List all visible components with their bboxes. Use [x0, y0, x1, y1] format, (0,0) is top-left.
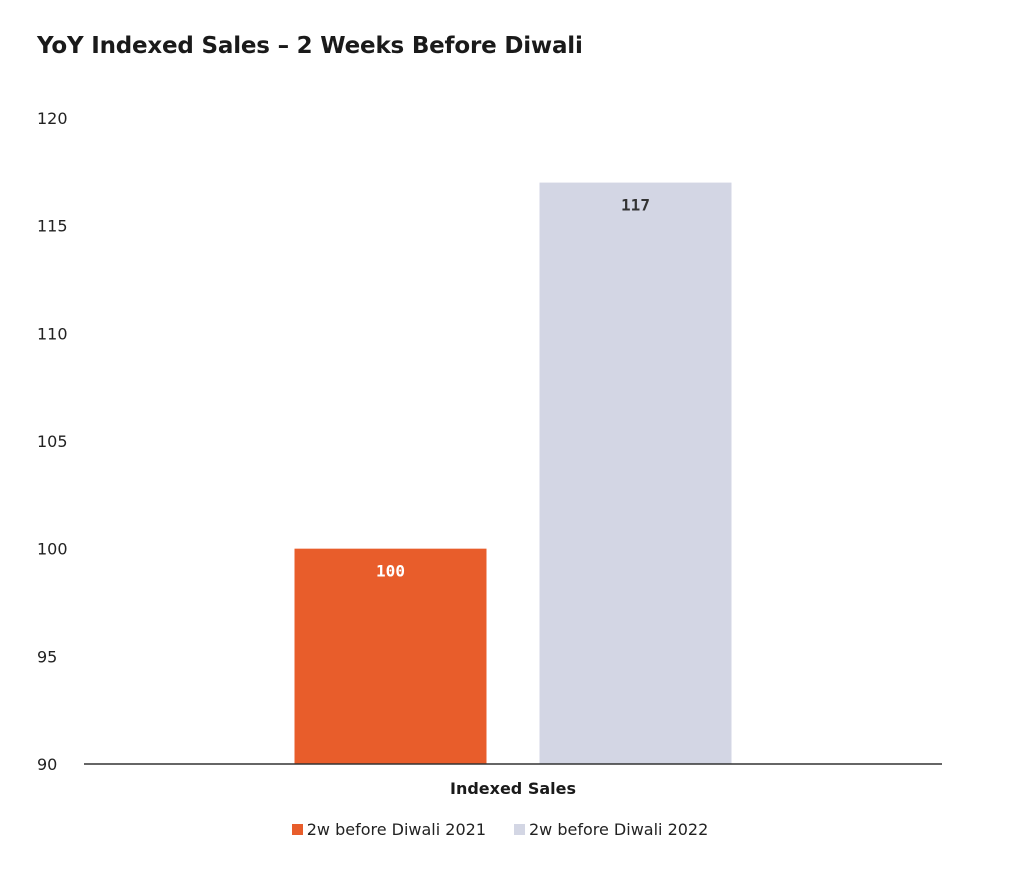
y-tick-label: 100	[37, 540, 68, 559]
x-category-label: Indexed Sales	[450, 779, 576, 798]
legend-label: 2w before Diwali 2021	[306, 820, 486, 839]
legend-item: 2w before Diwali 2022	[514, 820, 708, 839]
legend-swatch	[514, 824, 525, 835]
bar-2	[539, 182, 732, 765]
bar-1	[294, 548, 487, 764]
chart-title: YoY Indexed Sales – 2 Weeks Before Diwal…	[37, 33, 583, 59]
bar-data-label: 117	[621, 196, 650, 215]
y-tick-label: 120	[37, 109, 68, 128]
bar-data-label: 100	[376, 562, 405, 581]
y-tick-label: 115	[37, 217, 68, 236]
chart-legend: 2w before Diwali 2021 2w before Diwali 20…	[0, 820, 1012, 839]
y-tick-label: 105	[37, 432, 68, 451]
y-tick-label: 90	[37, 755, 57, 774]
legend-item: 2w before Diwali 2021	[291, 820, 486, 839]
legend-swatch	[291, 824, 303, 835]
y-tick-label: 95	[37, 647, 57, 666]
y-tick-label: 110	[37, 324, 68, 343]
legend-label: 2w before Diwali 2022	[529, 820, 709, 839]
